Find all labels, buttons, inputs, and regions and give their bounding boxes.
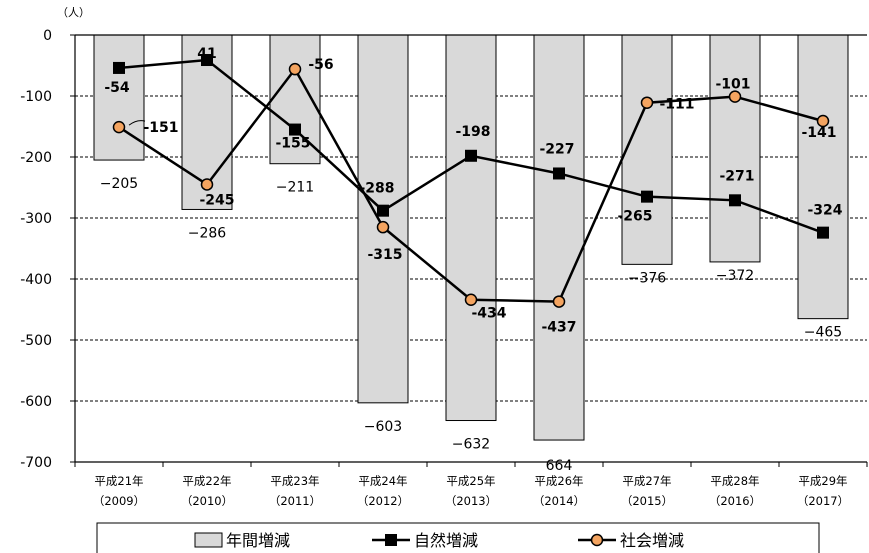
bar-annual xyxy=(797,34,849,320)
x-tick-label: 平成25年 xyxy=(446,474,495,488)
x-tick-label-year: （2017） xyxy=(797,494,849,508)
social-data-label: -101 xyxy=(715,77,750,93)
bar-data-label: −286 xyxy=(188,225,227,241)
bar-annual xyxy=(357,34,409,404)
y-tick-label: -500 xyxy=(20,333,52,349)
bar-data-label: −205 xyxy=(100,176,138,192)
x-tick-label: 平成24年 xyxy=(358,474,407,488)
x-tick-label: 平成21年 xyxy=(94,474,143,488)
x-tick-label: 平成29年 xyxy=(798,474,847,488)
marker-social xyxy=(464,293,478,306)
natural-data-label: -324 xyxy=(807,203,842,219)
legend-swatch-annual xyxy=(194,532,223,548)
x-tick-label: 平成23年 xyxy=(270,474,319,488)
marker-natural xyxy=(553,167,565,180)
natural-data-label: 41 xyxy=(197,46,216,62)
natural-data-label: -288 xyxy=(359,181,394,197)
bar-data-label: −376 xyxy=(628,270,667,286)
bar-annual xyxy=(269,34,321,165)
bar-annual xyxy=(709,34,761,263)
y-tick-label: -700 xyxy=(20,455,52,471)
y-tick-labels: 0 -100 -200 -300 -400 -500 -600 -700 xyxy=(20,28,52,471)
social-data-label: -141 xyxy=(801,125,836,141)
y-unit-label: （人） xyxy=(57,6,90,19)
social-data-label: -315 xyxy=(367,247,402,263)
marker-social xyxy=(552,295,566,308)
marker-natural xyxy=(201,54,213,67)
y-tick-label: -600 xyxy=(20,394,52,410)
legend-label-natural: 自然増減 xyxy=(414,531,478,550)
x-tick-label: 平成26年 xyxy=(534,474,583,488)
natural-data-label: -54 xyxy=(104,80,130,96)
label-leader-line xyxy=(128,120,146,126)
legend-marker-natural xyxy=(385,534,397,546)
marker-natural xyxy=(289,123,301,136)
marker-natural xyxy=(113,61,125,74)
natural-data-label: -155 xyxy=(275,136,310,152)
x-tick-label-year: （2013） xyxy=(445,494,497,508)
social-data-label: -151 xyxy=(143,120,178,136)
legend: 年間増減 自然増減 社会増減 xyxy=(96,522,820,553)
bar-annual xyxy=(621,34,673,265)
legend-label-social: 社会増減 xyxy=(620,531,684,550)
natural-data-label: -198 xyxy=(455,124,490,140)
marker-social xyxy=(200,178,214,191)
y-tick-label: 0 xyxy=(43,28,52,44)
bar-annual xyxy=(533,34,585,441)
social-data-label: -437 xyxy=(541,320,576,336)
marker-social xyxy=(288,62,302,76)
x-tick-labels: 平成21年 （2009） 平成22年 （2010） 平成23年 （2011） 平成24年 （2… xyxy=(93,474,849,508)
social-data-label: -111 xyxy=(659,97,694,113)
data-labels: −205 −286 −211 −603 −632 664 −376 −372 −465 -54 41… xyxy=(100,46,843,474)
x-tick-label: 平成27年 xyxy=(622,474,671,488)
marker-natural xyxy=(465,149,477,162)
x-tick-label-year: （2009） xyxy=(93,494,145,508)
bar-data-label: −603 xyxy=(364,419,402,435)
x-tick-label-year: （2010） xyxy=(181,494,233,508)
x-tick-label: 平成28年 xyxy=(710,474,759,488)
bar-data-label: −632 xyxy=(452,437,490,453)
bar-data-label: 664 xyxy=(546,458,573,474)
marker-natural xyxy=(641,190,653,203)
bar-data-label: −211 xyxy=(276,180,314,196)
marker-natural xyxy=(817,226,829,239)
line-series xyxy=(112,54,830,308)
natural-data-label: -271 xyxy=(719,168,754,184)
bar-annual xyxy=(445,34,497,422)
x-tick-label-year: （2015） xyxy=(621,494,673,508)
x-tick-label-year: （2016） xyxy=(709,494,761,508)
legend-label-annual: 年間増減 xyxy=(226,531,290,550)
x-tick-label: 平成22年 xyxy=(182,474,231,488)
marker-social xyxy=(112,120,126,134)
x-tick-label-year: （2012） xyxy=(357,494,409,508)
marker-natural xyxy=(729,194,741,207)
social-data-label: -245 xyxy=(199,192,234,208)
natural-data-label: -227 xyxy=(539,141,574,157)
y-tick-label: -200 xyxy=(20,150,52,166)
x-tick-label-year: （2014） xyxy=(533,494,585,508)
social-data-label: -56 xyxy=(308,57,333,73)
social-data-label: -434 xyxy=(471,306,506,322)
bar-data-label: −372 xyxy=(716,268,754,284)
marker-social xyxy=(376,220,390,234)
y-tick-label: -100 xyxy=(20,89,52,105)
marker-social xyxy=(816,114,830,128)
bar-annual xyxy=(93,34,145,161)
y-tick-label: -300 xyxy=(20,211,52,227)
marker-natural xyxy=(377,204,389,217)
legend-marker-social xyxy=(590,533,604,547)
natural-data-label: -265 xyxy=(617,209,652,225)
axes xyxy=(70,34,868,467)
marker-social xyxy=(640,96,654,109)
y-tick-label: -400 xyxy=(20,272,52,288)
x-tick-label-year: （2011） xyxy=(269,494,321,508)
bar-data-label: −465 xyxy=(804,325,842,341)
marker-social xyxy=(728,90,742,103)
